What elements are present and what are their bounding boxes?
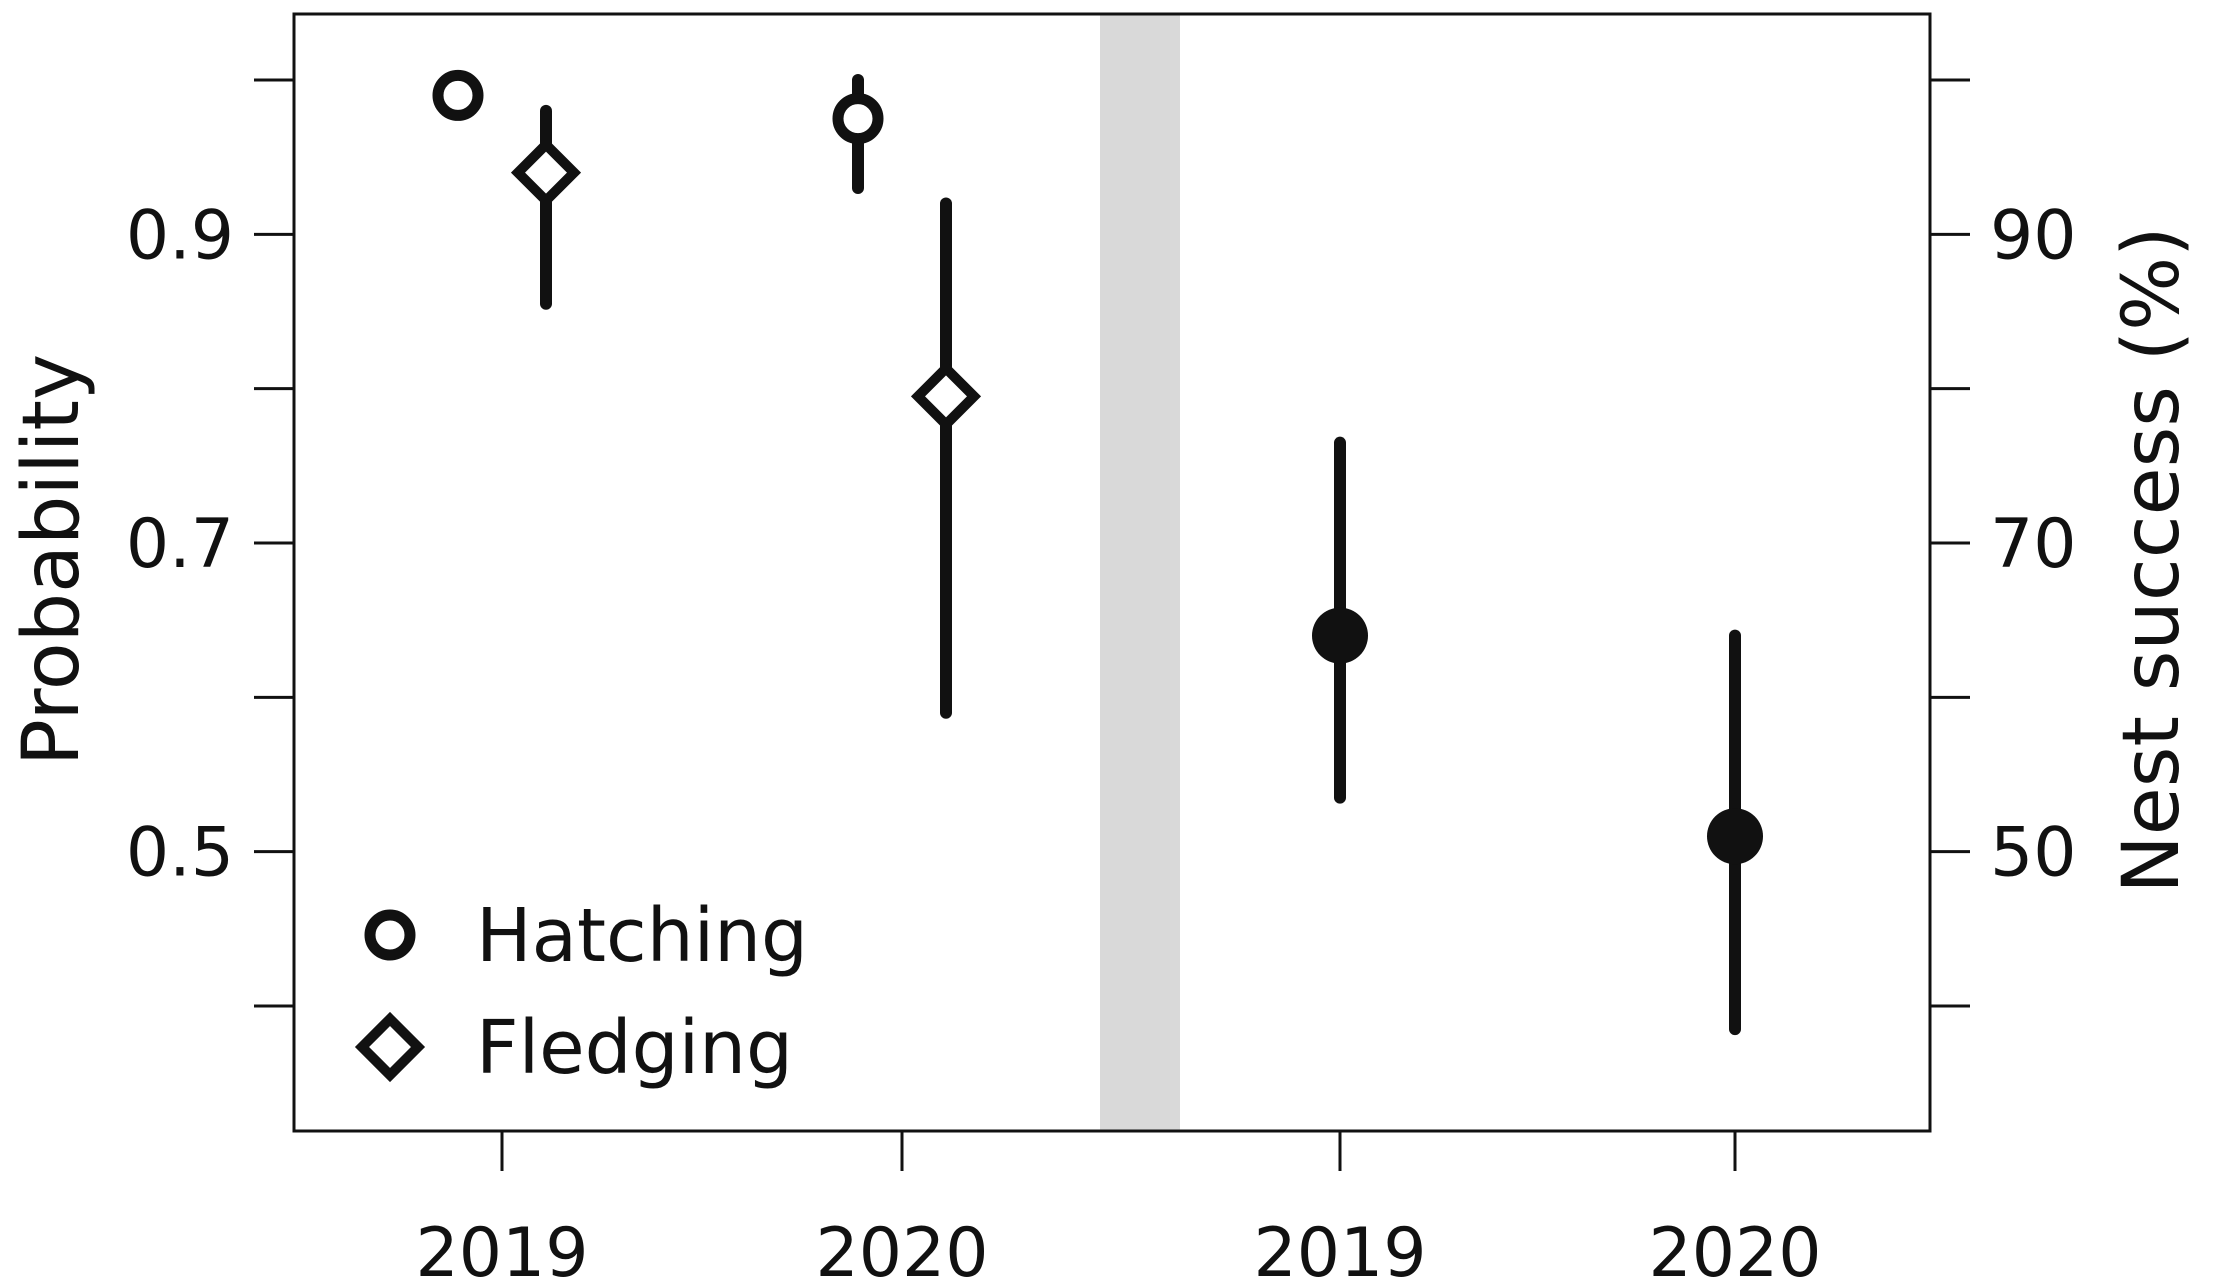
nest-success-point: [1707, 808, 1763, 865]
legend-marker-hatching: [364, 909, 416, 961]
legend-marker-fledging: [354, 1011, 426, 1083]
separator-band: [1100, 14, 1180, 1131]
right-y-axis: 50 70 90: [1930, 78, 2077, 1008]
y-axis-right-title: Nest success (%): [2107, 226, 2197, 893]
left-tick-label: 0.9: [126, 196, 234, 275]
x-tick-label: 2020: [1648, 1214, 1821, 1288]
x-tick-label: 2020: [815, 1214, 988, 1288]
hatching-point: [832, 93, 884, 145]
left-tick-label: 0.7: [126, 505, 234, 584]
legend-label: Fledging: [476, 1005, 793, 1091]
left-y-axis: 0.5 0.7 0.9: [126, 78, 294, 1008]
nest-success-point: [1312, 607, 1368, 664]
plot-frame: [292, 12, 1932, 1133]
x-axis: 2019 2020 2019 2020: [415, 1131, 1822, 1288]
right-tick-label: 70: [1990, 505, 2077, 584]
x-tick-label: 2019: [415, 1214, 588, 1288]
legend-label: Hatching: [476, 893, 808, 979]
right-tick-label: 50: [1990, 814, 2077, 893]
hatching-point: [432, 69, 484, 121]
y-axis-left-title: Probability: [7, 354, 97, 766]
left-tick-label: 0.5: [126, 814, 234, 893]
fledging-point: [510, 137, 582, 208]
x-tick-label: 2019: [1253, 1214, 1426, 1288]
legend: Hatching Fledging: [354, 893, 808, 1091]
right-tick-label: 90: [1990, 196, 2077, 275]
data-marks: [432, 69, 1763, 1036]
fledging-point: [910, 361, 982, 432]
